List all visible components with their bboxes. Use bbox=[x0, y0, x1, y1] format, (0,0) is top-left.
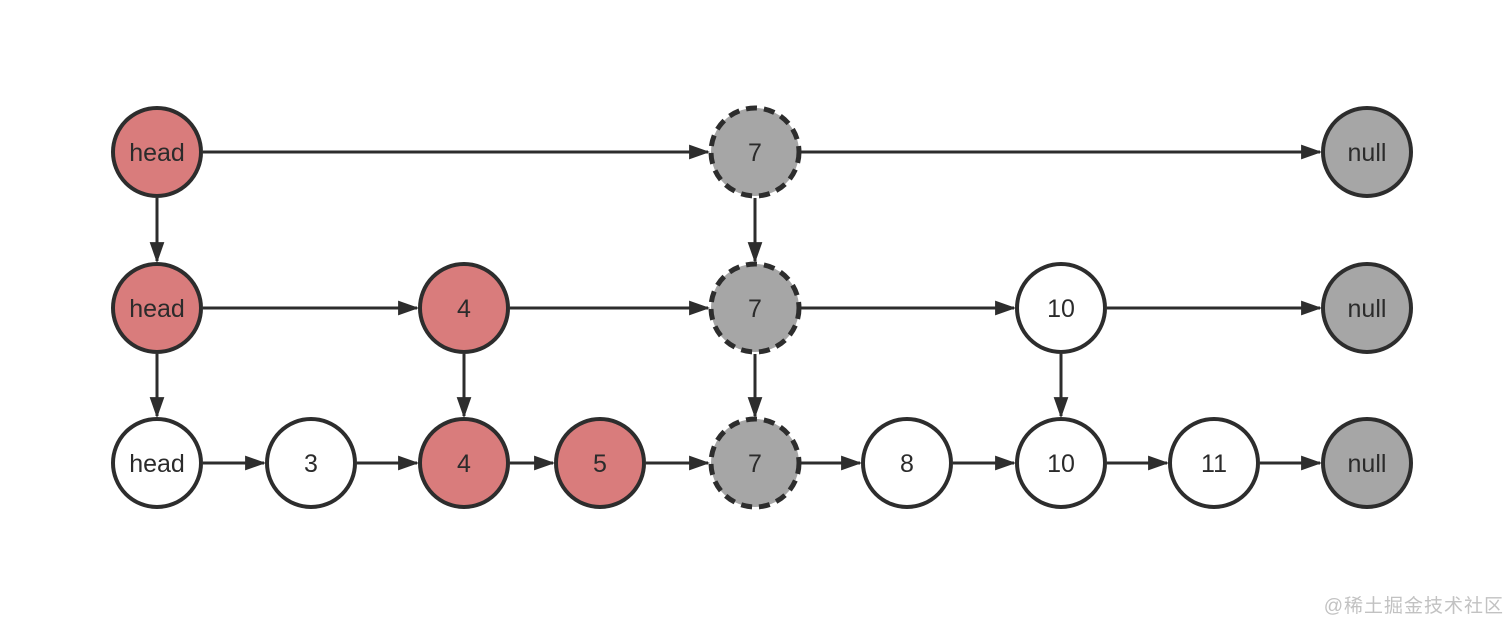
node-null-l3: null bbox=[1321, 417, 1413, 509]
node-circle bbox=[1321, 106, 1413, 198]
node-null-l2: null bbox=[1321, 262, 1413, 354]
node-label: head bbox=[129, 139, 185, 167]
node-7-l2: 7 bbox=[708, 261, 802, 355]
node-circle bbox=[111, 106, 203, 198]
node-label: null bbox=[1348, 295, 1387, 323]
node-7-l3: 7 bbox=[708, 416, 802, 510]
node-circle bbox=[1015, 417, 1107, 509]
node-circle bbox=[708, 416, 802, 510]
node-label: head bbox=[129, 450, 185, 478]
node-label: 4 bbox=[457, 450, 471, 478]
node-label: 10 bbox=[1047, 295, 1075, 323]
node-4-l3: 4 bbox=[418, 417, 510, 509]
node-label: 3 bbox=[304, 450, 318, 478]
node-label: 7 bbox=[748, 139, 762, 167]
node-4-l2: 4 bbox=[418, 262, 510, 354]
node-5-l3: 5 bbox=[554, 417, 646, 509]
node-label: null bbox=[1348, 450, 1387, 478]
node-label: 8 bbox=[900, 450, 914, 478]
node-3-l3: 3 bbox=[265, 417, 357, 509]
node-head-l2: head bbox=[111, 262, 203, 354]
node-label: head bbox=[129, 295, 185, 323]
node-circle bbox=[554, 417, 646, 509]
node-label: 5 bbox=[593, 450, 607, 478]
node-circle bbox=[708, 105, 802, 199]
node-circle bbox=[265, 417, 357, 509]
node-null-l1: null bbox=[1321, 106, 1413, 198]
node-label: 4 bbox=[457, 295, 471, 323]
watermark: @稀土掘金技术社区 bbox=[1323, 596, 1504, 617]
node-label: 10 bbox=[1047, 450, 1075, 478]
node-circle bbox=[111, 417, 203, 509]
node-circle bbox=[1168, 417, 1260, 509]
node-10-l2: 10 bbox=[1015, 262, 1107, 354]
node-circle bbox=[1015, 262, 1107, 354]
node-circle bbox=[861, 417, 953, 509]
node-head-l3: head bbox=[111, 417, 203, 509]
node-circle bbox=[111, 262, 203, 354]
node-circle bbox=[418, 262, 510, 354]
node-label: 11 bbox=[1201, 450, 1227, 478]
node-circle bbox=[1321, 262, 1413, 354]
node-circle bbox=[708, 261, 802, 355]
node-label: 7 bbox=[748, 295, 762, 323]
node-11-l3: 11 bbox=[1168, 417, 1260, 509]
node-10-l3: 10 bbox=[1015, 417, 1107, 509]
node-circle bbox=[1321, 417, 1413, 509]
node-circle bbox=[418, 417, 510, 509]
node-label: null bbox=[1348, 139, 1387, 167]
node-label: 7 bbox=[748, 450, 762, 478]
node-8-l3: 8 bbox=[861, 417, 953, 509]
node-head-l1: head bbox=[111, 106, 203, 198]
node-7-l1: 7 bbox=[708, 105, 802, 199]
